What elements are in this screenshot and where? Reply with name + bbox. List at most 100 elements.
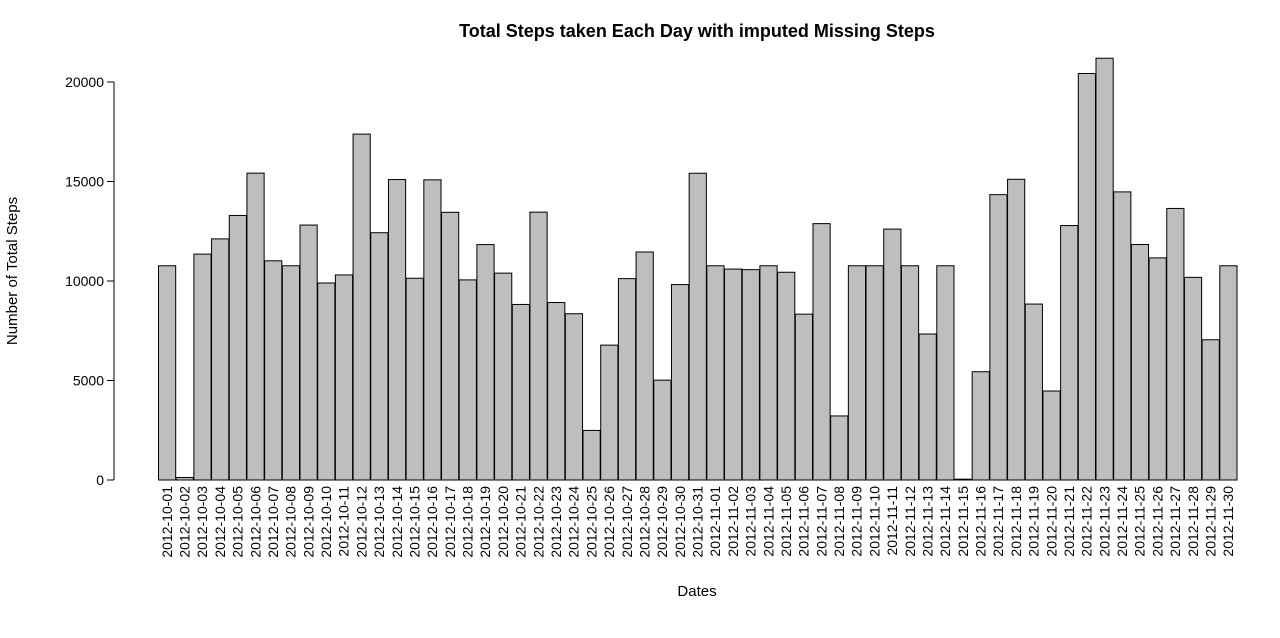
bar-2012-10-25	[582, 429, 601, 481]
bar-2012-10-09	[299, 224, 318, 481]
bar-2012-10-28	[635, 251, 654, 481]
x-tick-label: 2012-11-28	[1185, 486, 1201, 557]
y-axis-label: Number of Total Steps	[4, 197, 21, 345]
x-tick-label: 2012-11-04	[760, 486, 776, 557]
bar-2012-11-27	[1166, 207, 1185, 481]
bar-2012-11-10	[865, 265, 884, 481]
x-tick-label: 2012-10-23	[548, 486, 564, 558]
x-tick-label: 2012-11-09	[849, 486, 865, 557]
bar-2012-11-29	[1201, 339, 1220, 481]
x-tick-label: 2012-11-11	[884, 486, 900, 556]
bar-2012-10-18	[458, 279, 477, 481]
bar-2012-10-31	[688, 172, 707, 481]
bar-2012-11-30	[1219, 265, 1238, 481]
x-tick-label: 2012-10-29	[654, 486, 670, 558]
bar-2012-11-08	[830, 415, 849, 481]
x-tick-label: 2012-10-19	[477, 486, 493, 558]
x-tick-label: 2012-10-24	[566, 486, 582, 558]
bar-2012-11-03	[741, 269, 760, 481]
y-tick-label: 15000	[65, 174, 104, 190]
bar-2012-11-12	[900, 265, 920, 481]
x-tick-label: 2012-11-06	[796, 486, 812, 557]
bar-2012-10-16	[423, 179, 442, 481]
x-tick-label: 2012-11-08	[831, 486, 847, 557]
bar-2012-11-07	[812, 223, 831, 481]
bar-2012-11-02	[724, 268, 743, 481]
x-tick-label: 2012-10-28	[636, 486, 652, 558]
bar-2012-10-08	[281, 265, 301, 481]
x-tick-label: 2012-10-13	[371, 486, 387, 558]
bar-2012-10-30	[670, 284, 690, 481]
bar-2012-10-07	[264, 260, 283, 481]
x-tick-label: 2012-10-05	[230, 486, 246, 558]
bar-2012-11-28	[1183, 276, 1203, 481]
bar-2012-11-01	[706, 265, 725, 481]
x-tick-label: 2012-11-15	[955, 486, 971, 557]
bar-2012-10-19	[476, 244, 495, 481]
bar-2012-11-05	[777, 271, 796, 481]
x-tick-label: 2012-10-25	[583, 486, 599, 558]
bar-2012-11-25	[1130, 244, 1150, 481]
x-tick-label: 2012-11-23	[1096, 486, 1112, 557]
bar-2012-11-14	[936, 265, 955, 481]
bar-2012-10-20	[494, 272, 513, 481]
bar-2012-10-22	[529, 211, 548, 481]
x-tick-label: 2012-10-21	[513, 486, 529, 558]
x-tick-label: 2012-10-27	[619, 486, 635, 558]
x-tick-label: 2012-11-19	[1026, 486, 1042, 557]
x-tick-label: 2012-11-29	[1202, 486, 1218, 557]
x-axis-label: Dates	[677, 583, 716, 600]
x-tick-label: 2012-10-16	[424, 486, 440, 558]
y-tick-label: 10000	[65, 273, 104, 289]
x-tick-label: 2012-10-11	[336, 486, 352, 557]
bar-2012-11-19	[1024, 303, 1043, 481]
bar-2012-10-05	[228, 214, 247, 481]
bar-2012-11-13	[918, 333, 937, 481]
x-tick-label: 2012-10-07	[265, 486, 281, 558]
y-tick-label: 0	[96, 472, 104, 488]
x-tick-label: 2012-10-08	[283, 486, 299, 558]
x-tick-label: 2012-11-20	[1043, 486, 1059, 557]
bar-2012-10-02	[175, 476, 194, 481]
bar-2012-10-27	[617, 278, 637, 481]
x-axis-tick-labels: 2012-10-01 2012-10-02 2012-10-03 2012-10-04…	[159, 486, 1236, 558]
x-tick-label: 2012-11-18	[1008, 486, 1024, 557]
bar-2012-10-26	[600, 344, 619, 481]
x-tick-label: 2012-10-26	[601, 486, 617, 558]
x-tick-label: 2012-11-10	[866, 486, 882, 557]
x-tick-label: 2012-11-02	[725, 486, 741, 557]
bar-2012-10-14	[387, 179, 407, 481]
x-tick-label: 2012-11-12	[902, 486, 918, 557]
bar-2012-10-01	[158, 265, 177, 481]
bar-2012-11-04	[759, 265, 778, 481]
x-tick-label: 2012-11-16	[973, 486, 989, 557]
bar-2012-10-15	[405, 277, 424, 481]
x-tick-label: 2012-11-03	[743, 486, 759, 557]
bar-2012-11-17	[989, 194, 1008, 481]
bar-2012-11-11	[883, 228, 902, 481]
bar-2012-10-04	[211, 238, 230, 481]
x-tick-label: 2012-10-10	[318, 486, 334, 558]
x-tick-label: 2012-11-07	[813, 486, 829, 557]
x-tick-label: 2012-11-17	[990, 486, 1006, 557]
x-tick-label: 2012-11-27	[1167, 486, 1183, 557]
x-tick-label: 2012-11-13	[919, 486, 935, 557]
x-tick-label: 2012-11-30	[1220, 486, 1236, 557]
bar-2012-11-22	[1077, 73, 1096, 481]
bar-2012-10-12	[352, 133, 371, 481]
bar-2012-11-16	[971, 371, 990, 481]
x-tick-label: 2012-10-02	[177, 486, 193, 558]
x-tick-label: 2012-10-30	[672, 486, 688, 558]
bar-2012-11-06	[794, 313, 813, 481]
bar-2012-10-13	[370, 232, 389, 481]
bar-2012-11-09	[847, 265, 867, 481]
x-tick-label: 2012-10-09	[300, 486, 316, 558]
x-tick-label: 2012-11-25	[1132, 486, 1148, 557]
x-tick-label: 2012-10-31	[690, 486, 706, 558]
bar-2012-10-29	[653, 379, 672, 481]
y-tick-label: 20000	[65, 74, 104, 90]
x-tick-label: 2012-10-14	[389, 486, 405, 558]
x-tick-label: 2012-10-15	[406, 486, 422, 558]
x-tick-label: 2012-11-05	[778, 486, 794, 557]
